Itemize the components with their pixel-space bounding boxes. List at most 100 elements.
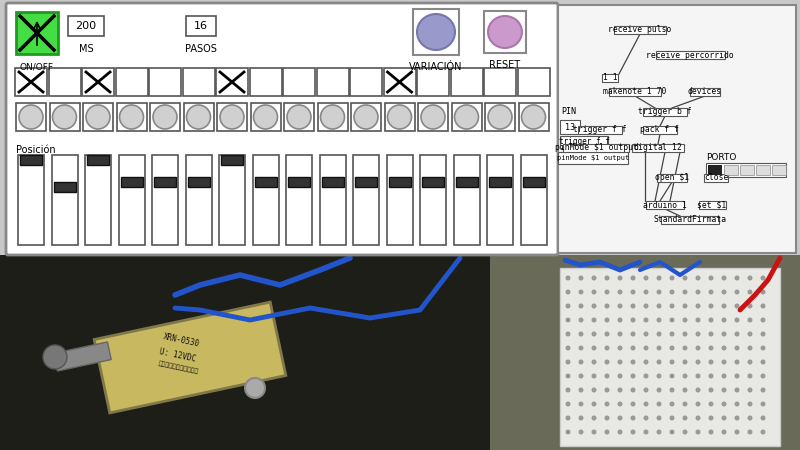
Circle shape	[747, 374, 753, 378]
Bar	[386, 155, 413, 245]
Circle shape	[643, 318, 649, 323]
Text: set $1: set $1	[698, 201, 726, 210]
Circle shape	[695, 374, 701, 378]
Circle shape	[630, 374, 635, 378]
Circle shape	[618, 429, 622, 435]
Ellipse shape	[454, 105, 478, 129]
Bar	[286, 155, 312, 245]
Circle shape	[618, 332, 622, 337]
Circle shape	[630, 303, 635, 309]
Circle shape	[643, 387, 649, 392]
Circle shape	[578, 318, 583, 323]
Circle shape	[747, 346, 753, 351]
Circle shape	[657, 374, 662, 378]
Ellipse shape	[421, 105, 445, 129]
Circle shape	[578, 387, 583, 392]
Ellipse shape	[153, 105, 177, 129]
Circle shape	[605, 346, 610, 351]
Circle shape	[566, 360, 570, 364]
Circle shape	[578, 374, 583, 378]
Circle shape	[630, 346, 635, 351]
Ellipse shape	[19, 105, 43, 129]
Circle shape	[605, 318, 610, 323]
Circle shape	[682, 415, 687, 420]
Text: trigger f f: trigger f f	[573, 126, 627, 135]
Circle shape	[618, 387, 622, 392]
Circle shape	[566, 332, 570, 337]
Bar	[455, 177, 478, 187]
Circle shape	[566, 387, 570, 392]
Bar	[417, 68, 449, 96]
Circle shape	[709, 387, 714, 392]
Circle shape	[695, 332, 701, 337]
Circle shape	[709, 401, 714, 406]
Circle shape	[670, 374, 674, 378]
Circle shape	[761, 275, 766, 280]
Bar	[560, 136, 608, 148]
Bar	[319, 155, 346, 245]
Circle shape	[682, 346, 687, 351]
Circle shape	[630, 275, 635, 280]
Bar	[610, 88, 661, 96]
Circle shape	[566, 429, 570, 435]
Circle shape	[643, 289, 649, 294]
Circle shape	[722, 303, 726, 309]
Bar	[646, 201, 684, 209]
Circle shape	[709, 275, 714, 280]
Bar	[221, 154, 243, 165]
Bar	[187, 177, 210, 187]
Bar	[690, 88, 720, 96]
Circle shape	[682, 360, 687, 364]
Circle shape	[761, 374, 766, 378]
Circle shape	[670, 303, 674, 309]
Bar	[253, 155, 278, 245]
Circle shape	[709, 429, 714, 435]
Bar	[0, 255, 490, 450]
Circle shape	[605, 303, 610, 309]
Circle shape	[722, 374, 726, 378]
Bar	[183, 103, 214, 131]
Bar	[54, 181, 75, 192]
Circle shape	[670, 275, 674, 280]
Circle shape	[657, 401, 662, 406]
FancyBboxPatch shape	[6, 3, 558, 255]
Ellipse shape	[488, 16, 522, 48]
Bar	[383, 68, 415, 96]
Circle shape	[670, 318, 674, 323]
Bar	[487, 155, 513, 245]
Circle shape	[682, 374, 687, 378]
Circle shape	[618, 318, 622, 323]
Circle shape	[605, 275, 610, 280]
Circle shape	[591, 401, 597, 406]
Bar	[563, 144, 629, 152]
Bar	[698, 201, 726, 209]
Circle shape	[722, 318, 726, 323]
Circle shape	[657, 318, 662, 323]
Circle shape	[591, 387, 597, 392]
Circle shape	[578, 401, 583, 406]
Bar	[706, 163, 786, 177]
Circle shape	[245, 378, 265, 398]
Bar	[49, 68, 81, 96]
Circle shape	[695, 360, 701, 364]
Ellipse shape	[119, 105, 143, 129]
Circle shape	[709, 374, 714, 378]
Bar	[521, 155, 546, 245]
Bar	[115, 68, 147, 96]
Circle shape	[761, 318, 766, 323]
Circle shape	[657, 275, 662, 280]
Circle shape	[761, 360, 766, 364]
Circle shape	[618, 415, 622, 420]
Circle shape	[747, 318, 753, 323]
Text: trigger b f: trigger b f	[638, 108, 692, 117]
Bar	[182, 68, 214, 96]
Circle shape	[630, 415, 635, 420]
Bar	[288, 177, 310, 187]
Circle shape	[643, 374, 649, 378]
Ellipse shape	[86, 105, 110, 129]
Bar	[217, 103, 247, 131]
Text: 13: 13	[565, 122, 575, 131]
Circle shape	[722, 360, 726, 364]
Circle shape	[670, 429, 674, 435]
Circle shape	[761, 401, 766, 406]
